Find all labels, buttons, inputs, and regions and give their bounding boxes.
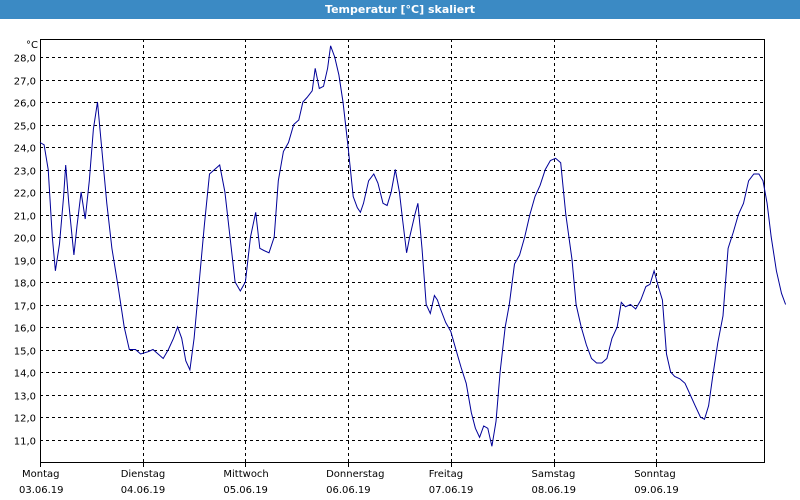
y-tick-label: 13,0 (14, 392, 36, 403)
y-tick-label: 21,0 (14, 212, 36, 223)
y-tick-label: 17,0 (14, 302, 36, 313)
x-tick-date-label: 05.06.19 (223, 485, 268, 496)
x-tick-date-label: 06.06.19 (326, 485, 371, 496)
x-tick-day-label: Freitag (429, 469, 463, 480)
y-tick-labels: 11,0 12,0 13,0 14,0 15,0 16,0 17,0 18,0 19,0 20,0… (14, 54, 36, 448)
y-tick-label: 18,0 (14, 279, 36, 290)
x-tick-labels: Montag 03.06.19 Dienstag 04.06.19 Mittwoch 05… (19, 469, 679, 496)
y-tick-label: 24,0 (14, 144, 36, 155)
chart-axes (40, 39, 765, 467)
temperature-series-line (39, 45, 787, 447)
chart-area: 11,0 12,0 13,0 14,0 15,0 16,0 17,0 18,0 19,0 20,0… (0, 19, 800, 500)
x-tick-day-label: Montag (22, 469, 59, 480)
y-tick-label: 27,0 (14, 77, 36, 88)
y-tick-label: 12,0 (14, 414, 36, 425)
x-tick-date-label: 04.06.19 (121, 485, 166, 496)
x-tick-day-label: Mittwoch (223, 469, 268, 480)
y-tick-label: 23,0 (14, 167, 36, 178)
y-tick-label: 19,0 (14, 257, 36, 268)
y-tick-label: 26,0 (14, 99, 36, 110)
x-tick-day-label: Donnerstag (326, 469, 384, 480)
y-axis-unit: °C (26, 40, 38, 51)
x-tick-day-label: Dienstag (121, 469, 166, 480)
y-tick-label: 15,0 (14, 347, 36, 358)
x-tick-date-label: 08.06.19 (532, 485, 577, 496)
y-tick-label: 14,0 (14, 369, 36, 380)
y-tick-label: 25,0 (14, 122, 36, 133)
chart-grid (40, 39, 764, 462)
x-tick-date-label: 07.06.19 (429, 485, 474, 496)
x-tick-day-label: Samstag (532, 469, 576, 480)
x-tick-date-label: 03.06.19 (19, 485, 64, 496)
plot-frame (40, 39, 765, 463)
y-tick-label: 22,0 (14, 189, 36, 200)
x-tick-date-label: 09.06.19 (634, 485, 679, 496)
chart-series (39, 45, 787, 447)
y-tick-label: 11,0 (14, 437, 36, 448)
temperature-chart: 11,0 12,0 13,0 14,0 15,0 16,0 17,0 18,0 19,0 20,0… (14, 39, 787, 496)
window-title: Temperatur [°C] skaliert (0, 0, 800, 19)
y-tick-label: 20,0 (14, 234, 36, 245)
x-tick-day-label: Sonntag (634, 469, 676, 480)
y-tick-label: 16,0 (14, 324, 36, 335)
y-tick-label: 28,0 (14, 54, 36, 65)
